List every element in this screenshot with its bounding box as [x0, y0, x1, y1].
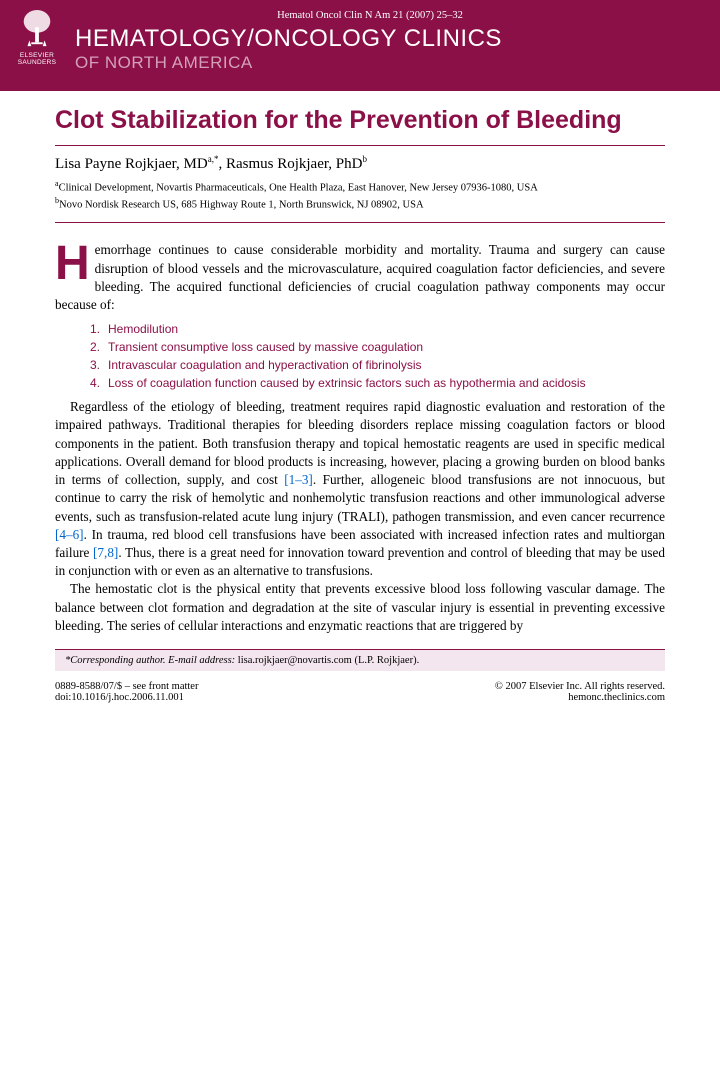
author-2-sup: b: [362, 154, 367, 164]
affiliation-b: bNovo Nordisk Research US, 685 Highway R…: [55, 196, 665, 213]
intro-text: emorrhage continues to cause considerabl…: [55, 242, 665, 312]
affiliation-a: aClinical Development, Novartis Pharmace…: [55, 179, 665, 196]
author-2: , Rasmus Rojkjaer, PhD: [218, 156, 362, 172]
footer-meta: 0889-8588/07/$ – see front matter doi:10…: [0, 671, 720, 719]
citation-link[interactable]: [1–3]: [284, 472, 313, 487]
citation-link[interactable]: [7,8]: [93, 545, 118, 560]
causes-list: 1.Hemodilution 2.Transient consumptive l…: [0, 314, 720, 398]
paragraph-3: The hemostatic clot is the physical enti…: [0, 580, 720, 635]
corresponding-author-note: *Corresponding author. E-mail address: l…: [55, 649, 665, 671]
author-line: Lisa Payne Rojkjaer, MDa,*, Rasmus Rojkj…: [0, 146, 720, 177]
drop-cap: H: [55, 241, 95, 285]
elsevier-tree-icon: [18, 8, 56, 50]
issn-line: 0889-8588/07/$ – see front matter: [55, 681, 198, 692]
intro-paragraph: Hemorrhage continues to cause considerab…: [0, 223, 720, 314]
author-1: Lisa Payne Rojkjaer, MD: [55, 156, 208, 172]
publisher-name-top: ELSEVIER: [12, 52, 62, 59]
journal-name-main: HEMATOLOGY/ONCOLOGY CLINICS: [55, 25, 665, 53]
citation-link[interactable]: [4–6]: [55, 527, 84, 542]
author-1-sup: a,*: [208, 154, 219, 164]
list-item: 1.Hemodilution: [90, 320, 665, 338]
list-item: 3.Intravascular coagulation and hyperact…: [90, 356, 665, 374]
publisher-logo: ELSEVIER SAUNDERS: [12, 8, 62, 66]
publisher-name-bottom: SAUNDERS: [12, 59, 62, 66]
author-email: lisa.rojkjaer@novartis.com (L.P. Rojkjae…: [235, 655, 419, 666]
doi-line: doi:10.1016/j.hoc.2006.11.001: [55, 692, 198, 703]
journal-name-sub: OF NORTH AMERICA: [55, 53, 665, 73]
article-title: Clot Stabilization for the Prevention of…: [0, 91, 720, 145]
list-item: 2.Transient consumptive loss caused by m…: [90, 338, 665, 356]
list-item: 4.Loss of coagulation function caused by…: [90, 374, 665, 392]
journal-header: ELSEVIER SAUNDERS Hematol Oncol Clin N A…: [0, 0, 720, 91]
citation-line: Hematol Oncol Clin N Am 21 (2007) 25–32: [55, 10, 665, 21]
journal-site: hemonc.theclinics.com: [495, 692, 665, 703]
paragraph-2: Regardless of the etiology of bleeding, …: [0, 398, 720, 580]
affiliations: aClinical Development, Novartis Pharmace…: [0, 177, 720, 222]
copyright-line: © 2007 Elsevier Inc. All rights reserved…: [495, 681, 665, 692]
